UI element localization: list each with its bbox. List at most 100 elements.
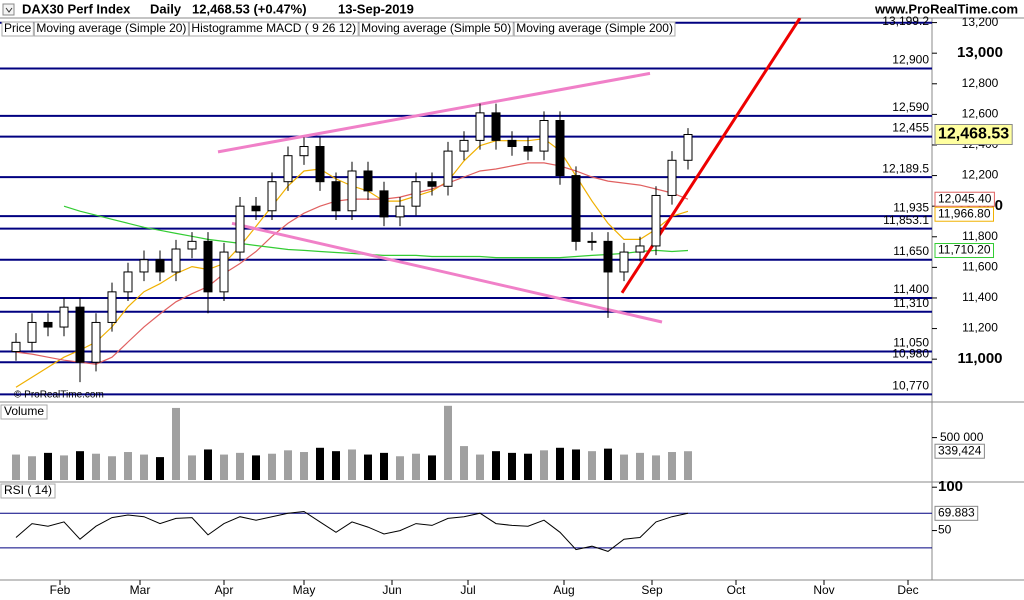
volume-bar <box>236 452 244 480</box>
x-tick-label: Jun <box>382 583 401 597</box>
level-label: 11,050 <box>893 336 929 350</box>
volume-bar <box>428 455 436 480</box>
level-labels: 13,199.2 12,900 12,590 12,455 12,189.5 11,935… <box>882 14 929 392</box>
volume-bar <box>316 447 324 480</box>
volume-bar <box>44 452 52 480</box>
level-label: 11,400 <box>893 282 929 296</box>
trend-line <box>217 71 651 154</box>
y-tick-label: 100 <box>938 478 963 495</box>
level-label: 10,770 <box>892 379 929 393</box>
legend: Price Moving average (Simple 20) Histogram… <box>1 21 676 37</box>
ma-value-box <box>934 243 994 259</box>
legend-box <box>188 21 359 37</box>
candle-body <box>491 112 501 141</box>
y-tick-label: 13,000 <box>957 44 1003 61</box>
volume-bar <box>412 453 420 480</box>
volume-bar <box>76 451 84 480</box>
volume-bar <box>364 454 372 480</box>
candle-body <box>331 181 341 212</box>
volume-bar <box>460 446 468 480</box>
x-tick-label: Oct <box>727 583 746 597</box>
legend-box <box>358 21 514 37</box>
watermark: © ProRealTime.com <box>14 390 104 401</box>
y-tick-label: 12,600 <box>962 107 999 121</box>
candle-body <box>571 175 581 242</box>
volume-bar <box>156 457 164 480</box>
y-tick-label: 12,800 <box>962 76 999 90</box>
candle-body <box>171 248 181 273</box>
y-tick-label: 50 <box>938 523 952 537</box>
volume-bar <box>572 449 580 480</box>
menu-icon[interactable] <box>2 3 15 16</box>
volume-bar <box>652 455 660 480</box>
legend-label: Moving average (Simple 50) <box>361 21 511 35</box>
volume-bar <box>508 452 516 480</box>
candle-body <box>619 251 629 273</box>
trend-line <box>620 18 802 294</box>
volume-bar <box>108 456 116 480</box>
volume-bar <box>124 452 132 480</box>
y-tick-label: 500 000 <box>940 430 984 444</box>
ma-value-box <box>934 191 995 207</box>
level-label: 11,650 <box>893 244 929 258</box>
candle-body <box>459 139 469 152</box>
volume-bar <box>172 407 180 480</box>
volume-bar <box>604 448 612 480</box>
volume-bar <box>524 453 532 480</box>
candle-body <box>43 321 53 328</box>
legend-box <box>1 21 34 37</box>
candle-body <box>587 240 597 243</box>
x-tick-label: Aug <box>553 583 574 597</box>
volume-bar <box>348 449 356 480</box>
rsi-panel: RSI ( 14) <box>0 483 932 552</box>
volume-bar <box>620 454 628 480</box>
rsi-last-box <box>934 505 979 521</box>
level-label: 11,310 <box>893 296 929 310</box>
candle-body <box>203 240 213 293</box>
candle-body <box>507 139 517 148</box>
menu-arrow <box>5 7 13 13</box>
candle-body <box>219 251 229 293</box>
volume-bar <box>60 455 68 480</box>
legend-box <box>33 21 189 37</box>
y-tick-label: 11,800 <box>962 229 998 243</box>
candle-body <box>603 240 613 273</box>
volume-last: 339,424 <box>938 443 982 457</box>
candle-body <box>363 170 373 192</box>
candle-body <box>27 321 37 343</box>
panel-title: RSI ( 14) <box>4 483 52 497</box>
level-label: 11,853.1 <box>883 213 929 227</box>
legend-label: Price <box>4 21 32 35</box>
volume-bar <box>28 456 36 480</box>
candle-body <box>139 259 149 273</box>
ma-value: 12,045.40 <box>938 191 992 205</box>
y-tick-label: 12,200 <box>962 168 999 182</box>
volume-bar <box>140 454 148 480</box>
y-tick-label: 11,600 <box>962 260 998 274</box>
x-tick-label: Sep <box>641 583 663 597</box>
candle-body <box>395 205 405 218</box>
ma-value: 11,710.20 <box>938 243 991 257</box>
volume-bar <box>476 454 484 480</box>
volume-bar <box>284 450 292 480</box>
y-tick-label: 11,000 <box>957 350 1002 367</box>
volume-bar <box>668 452 676 480</box>
candle-body <box>427 181 437 187</box>
panel-title-box <box>0 483 56 499</box>
site: www.ProRealTime.com <box>874 1 1018 16</box>
level-label: 12,189.5 <box>882 161 929 175</box>
date: 13-Sep-2019 <box>338 1 414 16</box>
legend-label: Histogramme MACD ( 9 26 12) <box>191 21 356 35</box>
x-tick-label: Jul <box>460 583 475 597</box>
candle-body <box>411 181 421 207</box>
rsi-last: 69.883 <box>938 505 975 519</box>
candle-body <box>315 146 325 183</box>
candle-body <box>11 341 21 353</box>
candle-body <box>539 120 549 152</box>
volume-bar <box>396 456 404 480</box>
volume-bar <box>636 452 644 480</box>
ma-value-box <box>934 206 994 222</box>
